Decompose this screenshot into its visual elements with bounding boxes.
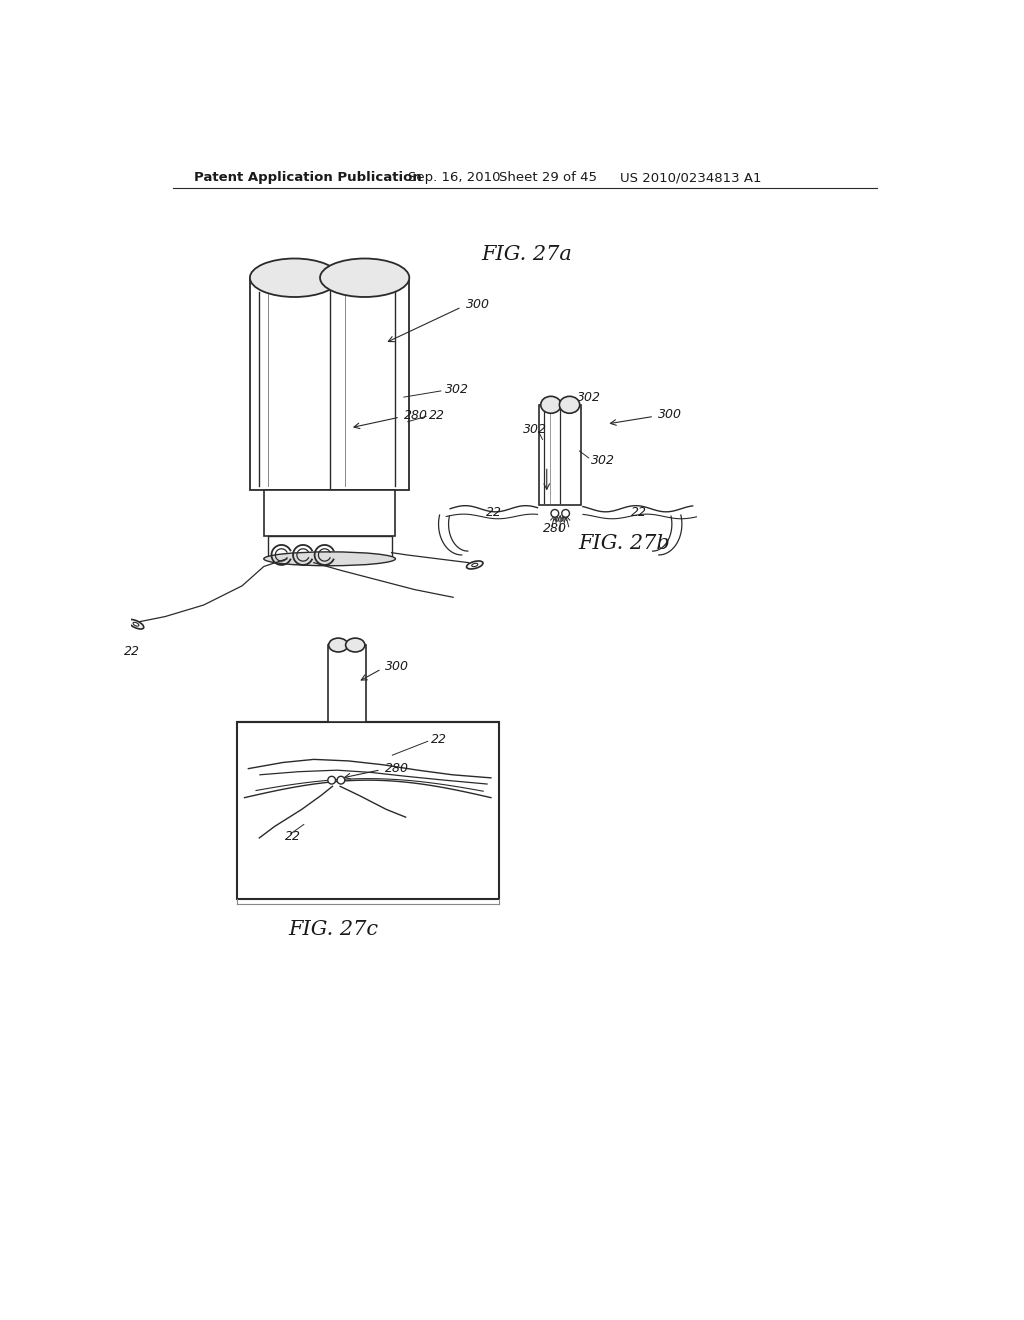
Circle shape (337, 776, 345, 784)
Circle shape (328, 776, 336, 784)
Text: 22: 22 (486, 506, 503, 519)
Bar (237, 722, 499, 899)
Circle shape (562, 510, 569, 517)
Text: 300: 300 (466, 298, 489, 312)
Bar (328, 645, 366, 722)
Ellipse shape (264, 552, 395, 566)
Text: 280: 280 (403, 409, 428, 422)
Text: US 2010/0234813 A1: US 2010/0234813 A1 (620, 172, 761, 185)
Bar (250, 277, 410, 490)
Text: FIG. 27c: FIG. 27c (289, 920, 379, 940)
Text: 22: 22 (631, 506, 647, 519)
Text: Sheet 29 of 45: Sheet 29 of 45 (499, 172, 597, 185)
Ellipse shape (329, 638, 348, 652)
Text: 22: 22 (431, 733, 446, 746)
Ellipse shape (250, 259, 339, 297)
Text: Sep. 16, 2010: Sep. 16, 2010 (408, 172, 501, 185)
Text: FIG. 27a: FIG. 27a (481, 246, 571, 264)
Ellipse shape (346, 638, 365, 652)
Circle shape (551, 510, 559, 517)
Text: FIG. 27b: FIG. 27b (579, 533, 671, 553)
Text: 280: 280 (385, 762, 409, 775)
Ellipse shape (472, 564, 478, 566)
Text: 300: 300 (385, 660, 409, 673)
Text: 22: 22 (124, 644, 140, 657)
Text: 302: 302 (523, 422, 547, 436)
Bar (267, 536, 391, 558)
Text: 22: 22 (429, 409, 445, 422)
Text: 22: 22 (285, 829, 301, 842)
Ellipse shape (559, 396, 580, 413)
Text: 302: 302 (591, 454, 615, 467)
Text: 302: 302 (444, 383, 469, 396)
Ellipse shape (133, 622, 139, 626)
Bar (264, 490, 395, 536)
Ellipse shape (541, 396, 561, 413)
Ellipse shape (321, 259, 410, 297)
Text: 302: 302 (578, 391, 601, 404)
Text: Patent Application Publication: Patent Application Publication (194, 172, 422, 185)
Bar (539, 405, 582, 506)
Ellipse shape (467, 561, 483, 569)
Text: 300: 300 (658, 408, 682, 421)
Ellipse shape (128, 619, 143, 630)
Text: 280: 280 (543, 521, 566, 535)
